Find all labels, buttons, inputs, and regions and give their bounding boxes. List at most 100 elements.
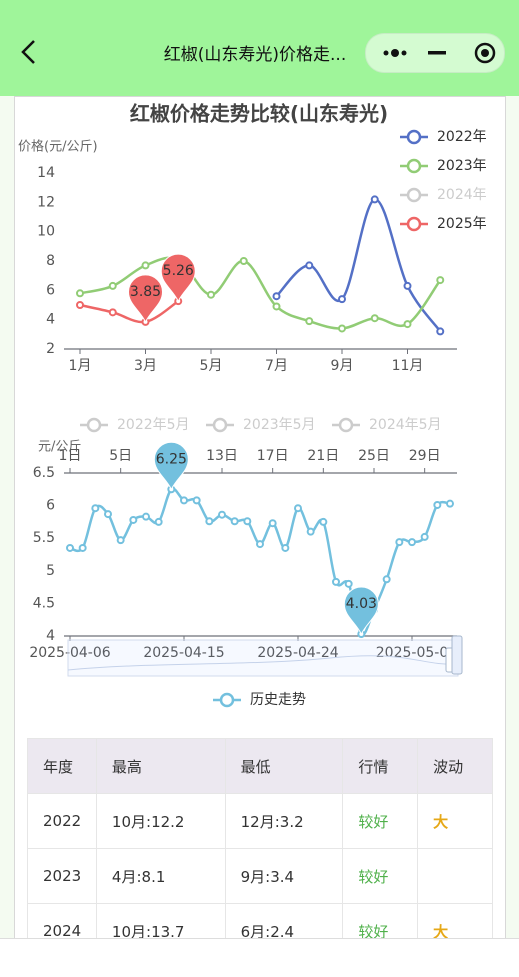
point xyxy=(436,327,445,336)
more-button[interactable] xyxy=(383,49,407,57)
point xyxy=(319,517,328,526)
point xyxy=(403,281,412,290)
x-tick-label: 2025-04-15 xyxy=(143,645,224,661)
chart-title: 红椒价格走势比较(山东寿光) xyxy=(130,102,388,126)
table-cell: 较好 xyxy=(342,848,419,904)
point xyxy=(256,540,264,549)
point xyxy=(268,519,277,528)
legend-label[interactable]: 2024年5月 xyxy=(369,417,442,433)
header-cell: 最高 xyxy=(95,738,226,794)
y-tick-label: 6 xyxy=(46,282,55,298)
y-tick-label: 12 xyxy=(37,194,55,210)
point xyxy=(420,532,429,541)
header-cell: 最低 xyxy=(224,738,344,794)
table-row: 2023 4月:8.1 9月:3.4 较好 xyxy=(27,848,493,904)
point xyxy=(382,575,391,584)
point xyxy=(239,257,248,265)
legend-label[interactable]: 2025年 xyxy=(437,216,487,232)
data-zoom-shadow xyxy=(67,655,459,671)
point xyxy=(338,324,346,333)
legend-label[interactable]: 历史走势 xyxy=(250,692,306,708)
point xyxy=(192,496,201,505)
point xyxy=(104,510,112,519)
data-zoom-handle[interactable] xyxy=(451,635,463,675)
capsule-icons xyxy=(383,42,496,64)
table-cell: 4月:8.1 xyxy=(95,848,226,904)
legend-icon xyxy=(212,417,228,433)
y-tick-label: 6 xyxy=(46,498,55,514)
point xyxy=(66,543,74,552)
table-cell: 2023 xyxy=(27,848,97,904)
back-button[interactable] xyxy=(18,38,40,66)
point xyxy=(294,504,302,513)
top-x-tick-label: 1日 xyxy=(59,448,82,464)
top-bar: 红椒(山东寿光)价格走... xyxy=(0,0,519,96)
legend-label[interactable]: 2024年 xyxy=(437,187,487,203)
x-tick-label: 2025-04-24 xyxy=(257,645,338,661)
pin-label: 3.85 xyxy=(130,284,161,300)
y-tick-label: 4 xyxy=(46,312,55,328)
pin xyxy=(343,586,379,636)
header-cell: 波动 xyxy=(417,738,493,794)
point xyxy=(76,301,84,309)
legend-icon xyxy=(338,417,354,433)
close-button[interactable] xyxy=(474,42,496,64)
table-cell: 大 xyxy=(417,793,493,849)
point xyxy=(370,314,379,323)
point xyxy=(108,308,117,317)
table-row: 2022 10月:12.2 12月:3.2 较好大 xyxy=(27,793,493,849)
top-x-tick-label: 5日 xyxy=(109,448,132,464)
y-tick-label: 5 xyxy=(46,563,55,579)
point xyxy=(207,290,215,299)
x-tick-label: 5月 xyxy=(200,358,223,374)
top-x-tick-label: 29日 xyxy=(409,448,441,464)
x-tick-label: 7月 xyxy=(265,358,288,374)
point xyxy=(306,527,315,536)
legend-icon xyxy=(219,692,235,708)
point xyxy=(395,538,404,547)
legend-icon xyxy=(406,158,422,174)
point xyxy=(142,512,150,521)
legend-label[interactable]: 2022年 xyxy=(437,129,487,145)
pin xyxy=(160,253,196,303)
point xyxy=(243,517,252,526)
legend-label[interactable]: 2022年5月 xyxy=(117,417,190,433)
pin-label: 5.26 xyxy=(163,263,194,279)
point xyxy=(332,577,340,586)
charts: 红椒价格走势比较(山东寿光) 价格(元/公斤) 2 4 6 8 10 12 14 1月 3月 5月 7月… xyxy=(18,102,487,709)
x-tick-label: 9月 xyxy=(331,358,354,374)
legend-label[interactable]: 2023年5月 xyxy=(243,417,316,433)
minimize-button[interactable] xyxy=(428,51,446,55)
page-title: 红椒(山东寿光)价格走... xyxy=(163,45,347,65)
point xyxy=(446,499,454,508)
legend-icon xyxy=(406,187,422,203)
point xyxy=(370,195,379,204)
point xyxy=(338,295,346,304)
table-cell: 12月:3.2 xyxy=(224,793,344,849)
table-cell: 9月:3.4 xyxy=(224,848,344,904)
bottom-strip xyxy=(0,938,519,977)
y-tick-label: 8 xyxy=(46,253,55,269)
pin xyxy=(127,274,164,323)
y-tick-label: 4.5 xyxy=(33,595,55,611)
pin-label: 6.25 xyxy=(156,451,187,467)
point xyxy=(91,504,100,513)
point xyxy=(281,543,290,552)
y-tick-label: 14 xyxy=(37,165,55,181)
legend-icon xyxy=(86,417,102,433)
y-tick-label: 6.5 xyxy=(33,465,55,481)
table-cell: 10月:12.2 xyxy=(95,793,226,849)
y-tick-label: 4 xyxy=(46,628,55,644)
y-tick-label: 10 xyxy=(37,224,55,240)
pin xyxy=(153,441,189,491)
x-tick-label: 1月 xyxy=(69,358,92,374)
x-tick-label: 11月 xyxy=(392,358,424,374)
point xyxy=(433,500,442,509)
x-tick-label: 3月 xyxy=(134,358,157,374)
legend-label[interactable]: 2023年 xyxy=(437,158,487,174)
point xyxy=(129,515,138,524)
top-x-tick-label: 25日 xyxy=(358,448,390,464)
capsule xyxy=(365,33,505,73)
point xyxy=(141,261,150,270)
